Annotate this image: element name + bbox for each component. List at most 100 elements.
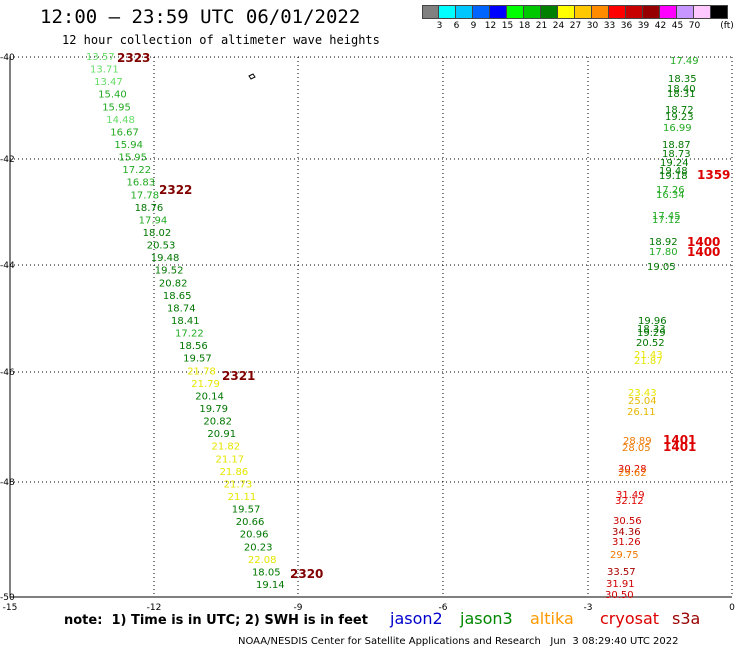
wave-height-value: 17.80 [649,247,678,258]
wave-height-value: 18.05 [252,567,281,578]
wave-height-value: 21.73 [224,479,253,490]
wave-height-value: 13.71 [90,65,119,76]
legend-tick-label: 30 [586,21,599,31]
wave-height-value: 16.34 [656,190,685,201]
wave-height-value: 18.31 [667,89,696,100]
longitude-tick-label: 0 [729,603,735,613]
wave-height-value: 20.52 [636,338,665,349]
wave-height-value: 28.89 [623,436,652,447]
wave-height-value: 13.57 [86,52,115,63]
wave-height-value: 19.14 [256,580,285,591]
legend-swatch [422,5,439,19]
color-legend: 3 6 9 12 15 18 21 24 27 30 33 36 39 42 45 70 (ft) [422,5,734,31]
latitude-tick-label: -40 [0,53,15,63]
legend-swatch [541,5,558,19]
legend-swatch [575,5,592,19]
wave-height-value: 18.40 [667,84,696,95]
wave-height-value: 19.57 [232,505,261,516]
satellite-label-altika: altika [530,609,574,628]
legend-swatch [609,5,626,19]
longitude-tick-label: -15 [3,603,18,613]
wave-height-value: 18.41 [171,316,200,327]
wave-height-value: 17.78 [131,190,160,201]
longitude-tick-label: -3 [584,603,593,613]
wave-height-value: 18.73 [662,149,691,160]
wave-height-value: 20.53 [147,241,176,252]
wave-height-value: 19.05 [647,262,676,273]
longitude-tick-label: -12 [147,603,162,613]
legend-color-bar [422,5,728,19]
latitude-tick-label: -50 [0,593,15,603]
legend-swatch [456,5,473,19]
wave-height-value: 18.35 [668,74,697,85]
satellite-label-cryosat: cryosat [600,609,660,628]
wave-height-value: 14.48 [106,115,135,126]
pass-time-label: 2323 [117,51,150,65]
wave-height-value: 19.18 [659,171,688,182]
wave-height-value: 19.23 [665,112,694,123]
legend-swatch [626,5,643,19]
latitude-tick-label: -42 [0,155,15,165]
legend-swatch [592,5,609,19]
legend-tick-label: 3 [436,21,443,31]
satellite-label-jason3: jason3 [460,609,513,628]
wave-height-value: 15.40 [98,90,127,101]
wave-height-value: 18.56 [179,341,208,352]
wave-height-value: 19.96 [638,316,667,327]
wave-height-value: 17.49 [670,56,699,67]
wave-height-value: 19.48 [659,166,688,177]
legend-swatch [507,5,524,19]
wave-height-value: 19.79 [199,404,228,415]
wave-height-value: 17.26 [656,185,685,196]
legend-tick-label: 45 [671,21,684,31]
wave-height-value: 17.45 [652,211,681,222]
wave-height-value: 29.62 [618,468,647,479]
latitude-tick-label: -48 [0,478,15,488]
legend-swatch [660,5,677,19]
wave-height-value: 32.12 [615,496,644,507]
wave-height-value: 21.78 [187,366,216,377]
wave-height-value: 30.50 [605,590,634,601]
wave-height-value: 16.67 [110,127,139,138]
legend-tick-label: 9 [470,21,477,31]
legend-tick-label: 6 [453,21,460,31]
wave-height-value: 33.57 [607,567,636,578]
legend-tick-label: 24 [552,21,565,31]
pass-time-label: 1401 [663,440,696,454]
legend-tick-label: 33 [603,21,616,31]
legend-tick-label: 36 [620,21,633,31]
wave-height-value: 13.47 [94,77,123,88]
wave-height-value: 29.75 [610,550,639,561]
wave-height-value: 15.94 [114,140,143,151]
wave-height-value: 17.22 [175,329,204,340]
legend-tick-label: 70 [688,21,701,31]
wave-height-value: 20.23 [244,542,273,553]
wave-height-value: 20.82 [203,417,232,428]
longitude-tick-label: -6 [439,603,448,613]
wave-height-value: 20.14 [195,391,224,402]
pass-time-label: 1400 [687,245,720,259]
wave-height-value: 21.86 [220,467,249,478]
legend-swatch [473,5,490,19]
wave-height-value: 21.17 [216,454,245,465]
latitude-tick-label: -44 [0,261,15,271]
legend-tick-label: 18 [518,21,531,31]
wave-height-value: 18.33 [637,324,666,335]
legend-tick-label: 15 [501,21,514,31]
legend-swatch [490,5,507,19]
pass-time-label: 2321 [222,369,255,383]
legend-tick-label: 12 [484,21,497,31]
wave-height-value: 15.95 [102,102,131,113]
wave-height-value: 16.83 [126,178,155,189]
wave-height-value: 22.08 [248,555,277,566]
wave-height-value: 23.43 [628,388,657,399]
wave-height-value: 21.11 [228,492,257,503]
wave-height-value: 19.48 [151,253,180,264]
wave-height-value: 17.12 [652,215,681,226]
legend-labels: 3 6 9 12 15 18 21 24 27 30 33 36 39 42 45 70 (ft) [422,19,734,31]
wave-height-value: 18.74 [167,303,196,314]
wave-height-value: 31.91 [606,579,635,590]
wave-height-value: 18.92 [649,237,678,248]
wave-height-value: 28.05 [622,443,651,454]
